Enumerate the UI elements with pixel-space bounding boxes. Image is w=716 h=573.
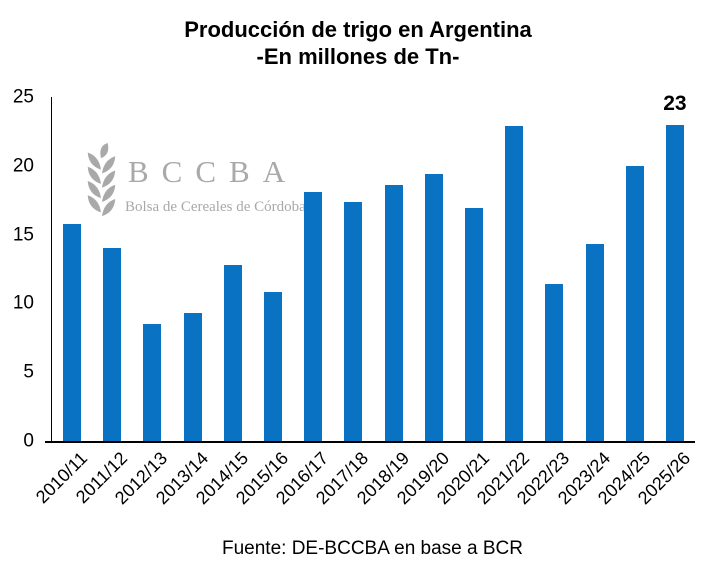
x-axis-tick-overhang (45, 441, 52, 443)
chart-title: Producción de trigo en Argentina (184, 17, 532, 42)
watermark-name: Bolsa de Cereales de Córdoba (125, 199, 306, 215)
plot-area: 23 2010/11 2011/12 2012/13 2013/14 2014/15 20… (32, 92, 695, 508)
bar-2015-16 (264, 292, 283, 441)
bar-2021-22 (505, 125, 524, 441)
wheat-spike-icon (87, 143, 116, 217)
bar-2023-24 (585, 244, 604, 441)
y-tick-5: 5 (23, 361, 34, 383)
bar-value-label: 23 (663, 91, 687, 115)
bar-2014-15 (223, 264, 242, 441)
bar-2020-21 (464, 208, 483, 441)
bar-2012-13 (143, 324, 162, 441)
bar-2017-18 (344, 201, 363, 441)
source-caption: Fuente: DE-BCCBA en base a BCR (222, 538, 523, 559)
title-block: Producción de trigo en Argentina -En mil… (0, 16, 716, 70)
bar-2025-26 (665, 124, 684, 441)
y-tick-10: 10 (12, 292, 34, 314)
y-axis-ticks: 0 5 10 15 20 25 (0, 88, 40, 451)
y-tick-15: 15 (12, 224, 34, 246)
bar-2016-17 (304, 191, 323, 441)
bar-2018-19 (384, 185, 403, 441)
bar-2019-20 (424, 174, 443, 441)
bar-2013-14 (183, 313, 202, 441)
y-tick-20: 20 (12, 155, 34, 177)
bar-2022-23 (545, 284, 564, 441)
y-tick-0: 0 (23, 430, 34, 452)
y-tick-25: 25 (12, 86, 34, 108)
bar-2024-25 (625, 165, 644, 441)
watermark-acronym: BCCBA (128, 154, 299, 189)
bar-2010-11 (63, 223, 82, 441)
bars-container: 23 (52, 92, 695, 441)
bar-2011-12 (103, 248, 122, 441)
chart-subtitle: -En millones de Tn- (256, 44, 460, 69)
